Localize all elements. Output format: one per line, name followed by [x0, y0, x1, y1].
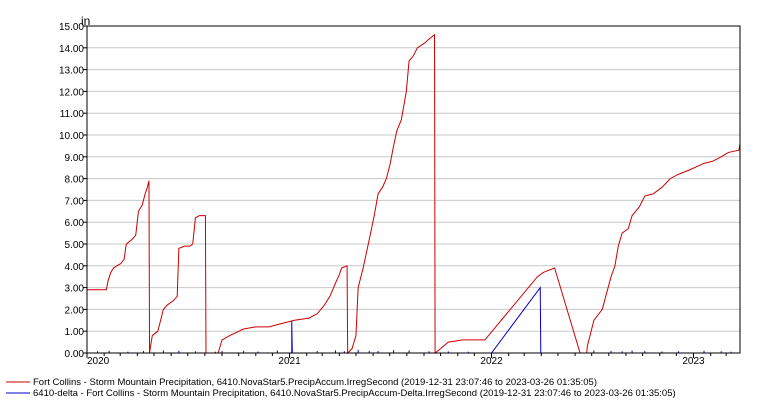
legend: Fort Collins - Storm Mountain Precipitat… [6, 377, 676, 399]
y-tick-label: 12.00 [59, 87, 84, 98]
y-tick-label: 10.00 [59, 131, 84, 142]
y-tick-label: 6.00 [65, 218, 85, 229]
series-line-0 [87, 33, 741, 355]
x-tick-label: 2022 [480, 356, 503, 367]
y-tick-label: 13.00 [59, 66, 84, 77]
x-tick-label: 2020 [87, 356, 110, 367]
y-tick-label: 15.00 [59, 22, 84, 33]
y-tick-label: 0.00 [65, 349, 85, 360]
y-tick-label: 2.00 [65, 305, 85, 316]
y-tick-label: 11.00 [60, 109, 85, 120]
y-tick-label: 7.00 [65, 196, 85, 207]
legend-label-1: 6410-delta - Fort Collins - Storm Mounta… [33, 388, 676, 399]
legend-label-0: Fort Collins - Storm Mountain Precipitat… [33, 377, 597, 388]
y-tick-label: 3.00 [65, 284, 85, 295]
x-tick-label: 2021 [278, 356, 301, 367]
y-tick-label: 14.00 [59, 44, 84, 55]
grid-lines [87, 47, 740, 332]
y-tick-label: 8.00 [65, 175, 85, 186]
y-axis-label: in [81, 14, 90, 28]
y-tick-label: 4.00 [65, 262, 85, 273]
y-tick-label: 9.00 [65, 153, 85, 164]
x-tick-label: 2023 [682, 356, 705, 367]
axes: 0.00 1.00 2.00 3.00 4.00 5.00 6.00 7.00 8.00 9.00… [59, 22, 727, 367]
y-tick-label: 1.00 [65, 327, 85, 338]
y-tick-label: 5.00 [65, 240, 85, 251]
plot-frame [86, 25, 741, 354]
